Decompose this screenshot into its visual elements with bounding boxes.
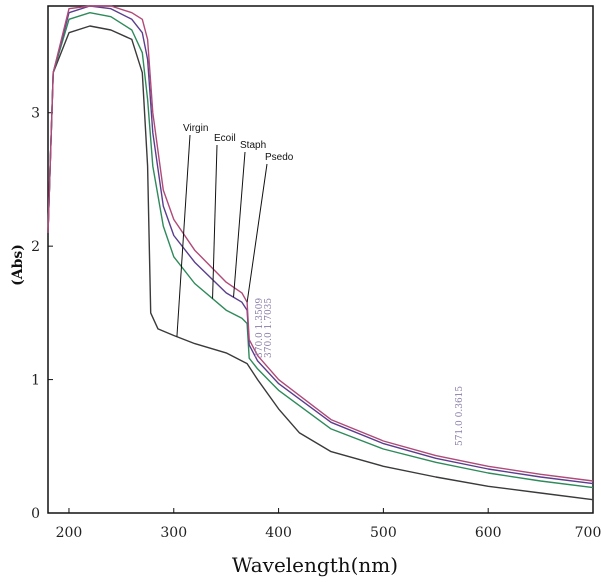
annotation-psedo: Psedo [265,152,294,163]
y-axis-label: (Abs) [10,244,26,286]
y-tick-label: 2 [31,239,40,255]
faint-readout-label: 370.0 1.7035 [264,298,274,358]
faint-readout-label: 370.0 1.3509 [255,298,265,358]
x-tick-label: 300 [160,525,187,541]
annotation-leader-line [246,163,268,303]
annotation-leader-line [233,151,246,298]
annotation-virgin: Virgin [183,123,208,134]
x-tick-label: 200 [56,525,83,541]
y-tick-label: 3 [31,106,40,122]
annotation-leader-line [212,144,218,299]
x-tick-label: 700 [575,525,601,541]
annotation-staph: Staph [240,140,266,151]
series-line-staph [47,5,594,485]
series-line-virgin [47,25,594,501]
faint-readout-label: 571.0 0.3615 [455,386,465,446]
x-tick-label: 500 [370,525,397,541]
annotation-ecoil: Ecoil [214,133,236,144]
annotation-leader-line [176,134,191,337]
x-tick-label: 400 [265,525,292,541]
y-tick-label: 1 [31,373,40,389]
series-line-ecoil [47,11,594,489]
x-tick-label: 600 [475,525,502,541]
y-tick-label: 0 [31,506,40,522]
series-line-psedo [47,5,594,482]
plot-frame [47,5,594,514]
x-axis-label: Wavelength(nm) [232,553,398,577]
